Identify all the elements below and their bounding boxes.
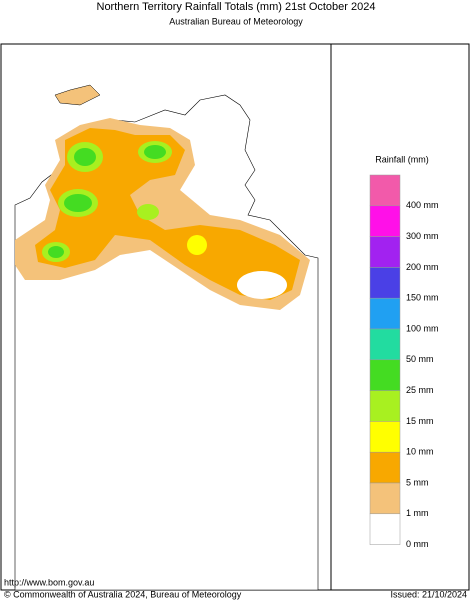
legend-label: 1 mm xyxy=(406,508,429,518)
legend-swatch xyxy=(369,174,401,207)
legend-swatch xyxy=(369,421,401,453)
legend-swatch xyxy=(369,297,401,330)
legend-swatch xyxy=(369,205,401,237)
legend-swatch xyxy=(369,513,401,545)
legend-title: Rainfall (mm) xyxy=(375,154,429,164)
legend-label: 200 mm xyxy=(406,262,439,272)
legend-label: 10 mm xyxy=(406,447,434,457)
legend-swatch xyxy=(369,328,401,361)
legend-label: 5 mm xyxy=(406,477,429,487)
legend-swatch xyxy=(369,451,401,484)
legend-swatch xyxy=(369,267,401,299)
legend-label: 400 mm xyxy=(406,200,439,210)
legend-label: 15 mm xyxy=(406,416,434,426)
legend-label: 0 mm xyxy=(406,539,429,549)
map xyxy=(14,84,319,591)
legend-label: 300 mm xyxy=(406,231,439,241)
issued: Issued: 21/10/2024 xyxy=(390,589,467,599)
legend-label: 25 mm xyxy=(406,385,434,395)
legend: 400 mm 300 mm 200 mm 150 mm 100 mm 50 mm 25 mm… xyxy=(369,174,439,549)
legend-swatch xyxy=(369,236,401,268)
legend-swatch xyxy=(369,359,401,391)
legend-label: 150 mm xyxy=(406,293,439,303)
legend-swatch xyxy=(369,390,401,422)
legend-label: 100 mm xyxy=(406,323,439,333)
legend-swatch xyxy=(369,482,401,515)
title: Northern Territory Rainfall Totals (mm) … xyxy=(97,1,376,13)
legend-label: 50 mm xyxy=(406,354,434,364)
subtitle: Australian Bureau of Meteorology xyxy=(169,16,303,26)
url: http://www.bom.gov.au xyxy=(4,577,94,587)
copyright: © Commonwealth of Australia 2024, Bureau… xyxy=(4,589,242,599)
